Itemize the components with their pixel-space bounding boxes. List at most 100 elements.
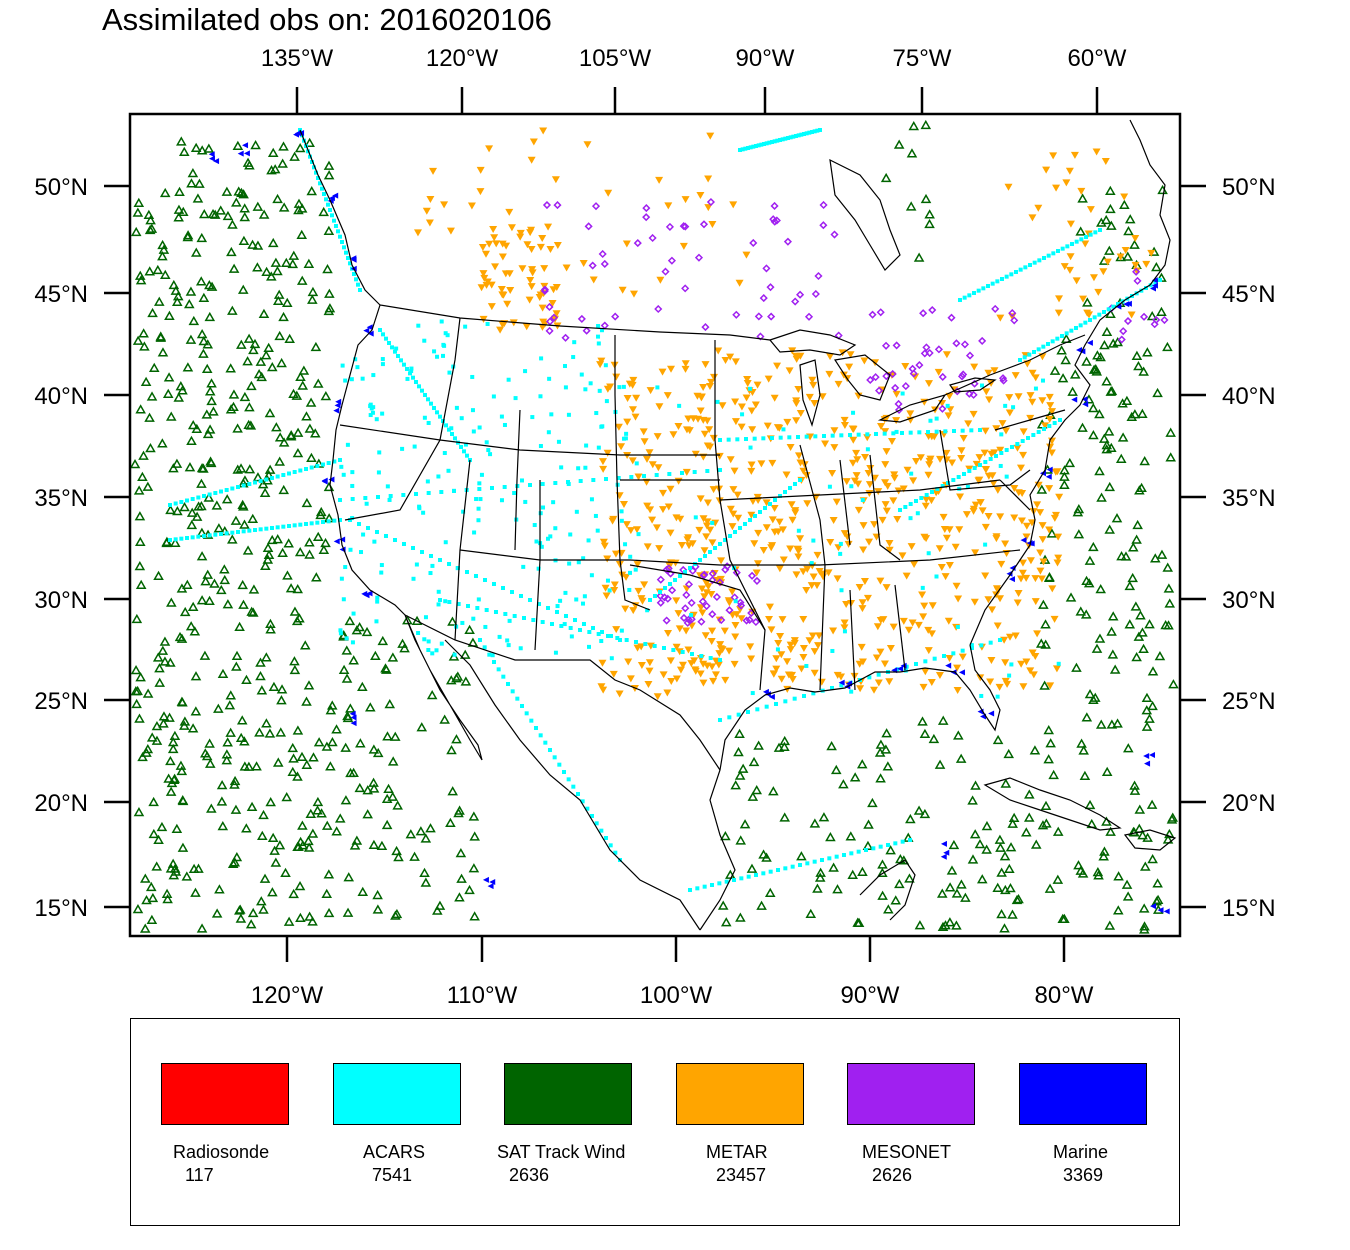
triangle-up-obs-marker bbox=[303, 842, 315, 852]
square-obs-marker bbox=[482, 645, 487, 650]
triangle-up-obs-marker bbox=[323, 170, 335, 180]
triangle-up-obs-marker bbox=[288, 888, 299, 899]
triangle-down-obs-marker bbox=[969, 507, 978, 515]
triangle-up-obs-marker bbox=[270, 257, 282, 267]
square-obs-marker bbox=[761, 436, 766, 441]
square-obs-marker bbox=[478, 497, 483, 502]
triangle-up-obs-marker bbox=[204, 738, 215, 748]
triangle-up-obs-marker bbox=[857, 866, 868, 876]
triangle-up-obs-marker bbox=[1029, 745, 1041, 755]
diamond-obs-marker bbox=[1117, 335, 1126, 344]
square-obs-marker bbox=[1040, 378, 1045, 383]
triangle-down-obs-marker bbox=[1033, 501, 1042, 509]
triangle-up-obs-marker bbox=[1131, 534, 1142, 544]
square-obs-marker bbox=[548, 748, 552, 752]
square-obs-marker bbox=[979, 383, 984, 388]
triangle-down-obs-marker bbox=[861, 454, 870, 462]
triangle-up-obs-marker bbox=[277, 547, 288, 558]
triangle-up-obs-marker bbox=[135, 404, 146, 414]
square-obs-marker bbox=[349, 377, 354, 382]
triangle-up-obs-marker bbox=[190, 887, 201, 897]
legend-swatch-marine bbox=[1019, 1063, 1147, 1125]
triangle-down-obs-marker bbox=[490, 234, 499, 242]
square-obs-marker bbox=[1050, 339, 1055, 344]
diamond-obs-marker bbox=[654, 304, 663, 314]
triangle-down-obs-marker bbox=[621, 605, 630, 613]
triangle-down-obs-marker bbox=[786, 443, 795, 451]
triangle-down-obs-marker bbox=[666, 485, 675, 493]
square-obs-marker bbox=[185, 536, 189, 540]
triangle-up-obs-marker bbox=[236, 187, 247, 197]
triangle-up-obs-marker bbox=[234, 905, 245, 915]
triangle-down-obs-marker bbox=[948, 459, 957, 467]
triangle-up-obs-marker bbox=[261, 652, 272, 662]
triangle-down-obs-marker bbox=[1042, 166, 1051, 174]
triangle-down-obs-marker bbox=[772, 665, 781, 673]
triangle-down-obs-marker bbox=[699, 679, 708, 687]
triangle-down-obs-marker bbox=[1026, 557, 1035, 565]
triangle-up-obs-marker bbox=[815, 867, 826, 877]
triangle-down-obs-marker bbox=[675, 625, 684, 633]
square-obs-marker bbox=[591, 478, 596, 482]
triangle-up-obs-marker bbox=[190, 247, 202, 257]
square-obs-marker bbox=[328, 208, 332, 212]
diamond-obs-marker bbox=[1010, 316, 1019, 325]
square-obs-marker bbox=[378, 328, 382, 332]
triangle-up-obs-marker bbox=[1099, 339, 1110, 350]
square-obs-marker bbox=[680, 650, 685, 654]
square-obs-marker bbox=[439, 490, 444, 494]
triangle-down-obs-marker bbox=[920, 602, 929, 610]
triangle-down-obs-marker bbox=[881, 501, 890, 509]
square-obs-marker bbox=[1084, 235, 1088, 239]
square-obs-marker bbox=[1158, 278, 1162, 282]
triangle-down-obs-marker bbox=[483, 278, 492, 286]
triangle-left-obs-marker bbox=[366, 324, 373, 331]
triangle-down-obs-marker bbox=[830, 427, 839, 435]
triangle-down-obs-marker bbox=[996, 314, 1005, 322]
square-obs-marker bbox=[374, 417, 379, 422]
triangle-up-obs-marker bbox=[906, 148, 918, 158]
triangle-left-obs-marker bbox=[366, 590, 373, 597]
square-obs-marker bbox=[549, 412, 554, 417]
triangle-up-obs-marker bbox=[734, 728, 745, 738]
triangle-down-obs-marker bbox=[603, 449, 612, 457]
triangle-down-obs-marker bbox=[814, 642, 823, 650]
triangle-down-obs-marker bbox=[707, 637, 716, 645]
triangle-up-obs-marker bbox=[904, 873, 915, 883]
diamond-obs-marker bbox=[681, 222, 690, 231]
square-obs-marker bbox=[1047, 424, 1052, 428]
triangle-up-obs-marker bbox=[227, 219, 238, 229]
triangle-up-obs-marker bbox=[468, 811, 480, 821]
triangle-down-obs-marker bbox=[429, 167, 438, 175]
triangle-up-obs-marker bbox=[200, 748, 211, 758]
triangle-down-obs-marker bbox=[987, 450, 996, 458]
diamond-obs-marker bbox=[908, 364, 917, 373]
triangle-up-obs-marker bbox=[206, 803, 217, 813]
triangle-down-obs-marker bbox=[482, 250, 491, 258]
square-obs-marker bbox=[453, 436, 457, 441]
triangle-up-obs-marker bbox=[967, 795, 978, 805]
triangle-up-obs-marker bbox=[416, 722, 428, 732]
triangle-up-obs-marker bbox=[1141, 692, 1153, 702]
triangle-down-obs-marker bbox=[714, 347, 723, 355]
diamond-obs-marker bbox=[759, 294, 768, 303]
triangle-up-obs-marker bbox=[253, 369, 265, 379]
triangle-down-obs-marker bbox=[928, 602, 937, 610]
triangle-up-obs-marker bbox=[307, 828, 319, 838]
triangle-down-obs-marker bbox=[1018, 559, 1027, 567]
triangle-up-obs-marker bbox=[1147, 854, 1158, 864]
triangle-down-obs-marker bbox=[480, 274, 489, 282]
diamond-obs-marker bbox=[682, 590, 691, 600]
triangle-down-obs-marker bbox=[610, 587, 619, 595]
triangle-up-obs-marker bbox=[169, 863, 181, 873]
triangle-down-obs-marker bbox=[941, 573, 950, 581]
triangle-down-obs-marker bbox=[796, 459, 805, 467]
triangle-up-obs-marker bbox=[198, 208, 210, 219]
square-obs-marker bbox=[876, 672, 881, 677]
triangle-down-obs-marker bbox=[930, 433, 939, 441]
square-obs-marker bbox=[636, 532, 641, 537]
triangle-up-obs-marker bbox=[1077, 422, 1088, 432]
triangle-up-obs-marker bbox=[393, 852, 404, 862]
triangle-up-obs-marker bbox=[1030, 839, 1042, 849]
triangle-down-obs-marker bbox=[659, 671, 668, 679]
